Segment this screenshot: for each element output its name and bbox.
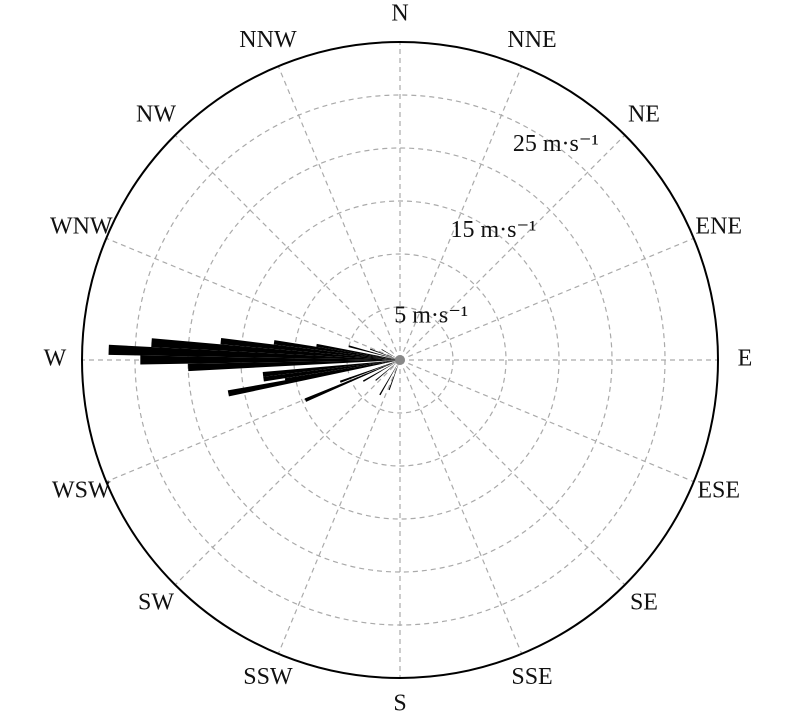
bar <box>304 360 400 402</box>
center-dot <box>395 355 405 365</box>
direction-label: NE <box>628 102 660 128</box>
bar <box>108 344 400 360</box>
grid-circle <box>293 253 507 467</box>
bar <box>339 360 400 383</box>
r-tick-label: 5 m·s⁻¹ <box>394 303 468 329</box>
direction-label: SE <box>630 589 658 615</box>
spoke <box>174 134 401 361</box>
bar <box>263 360 400 382</box>
r-tick-label: 25 m·s⁻¹ <box>513 131 599 157</box>
spoke <box>277 359 401 655</box>
direction-label: E <box>738 346 753 372</box>
bar <box>151 338 400 360</box>
spoke <box>399 134 626 361</box>
direction-label: NNW <box>239 27 297 53</box>
bar <box>262 360 400 377</box>
r-tick-label: 15 m·s⁻¹ <box>451 217 537 243</box>
bar <box>375 360 400 381</box>
bar <box>227 360 400 397</box>
bar <box>369 348 400 360</box>
direction-label: NNE <box>507 27 556 53</box>
direction-label: S <box>393 691 406 717</box>
bar <box>388 360 400 391</box>
direction-label: WNW <box>50 213 113 239</box>
direction-label: ESE <box>697 478 740 504</box>
bar <box>316 343 400 360</box>
bar <box>381 349 400 360</box>
direction-label: ENE <box>695 213 742 239</box>
bar <box>362 360 400 382</box>
direction-label: WSW <box>52 478 111 504</box>
bar <box>220 338 400 360</box>
spoke <box>399 359 523 655</box>
bar <box>188 360 400 372</box>
direction-label: N <box>391 1 408 27</box>
bar <box>273 340 400 360</box>
direction-label: SSE <box>511 664 552 690</box>
direction-label: W <box>44 346 67 372</box>
direction-label: SW <box>138 589 174 615</box>
grid-circle <box>187 147 613 573</box>
bar <box>140 355 400 365</box>
bar <box>379 360 400 396</box>
spoke <box>399 359 695 483</box>
bar <box>348 345 400 360</box>
spoke <box>105 359 401 483</box>
outer-circle <box>81 41 719 679</box>
grid-circle <box>134 94 666 626</box>
spoke <box>174 359 401 586</box>
direction-label: NW <box>136 102 176 128</box>
bar <box>284 360 400 383</box>
direction-label: SSW <box>243 664 293 690</box>
spoke <box>399 359 626 586</box>
